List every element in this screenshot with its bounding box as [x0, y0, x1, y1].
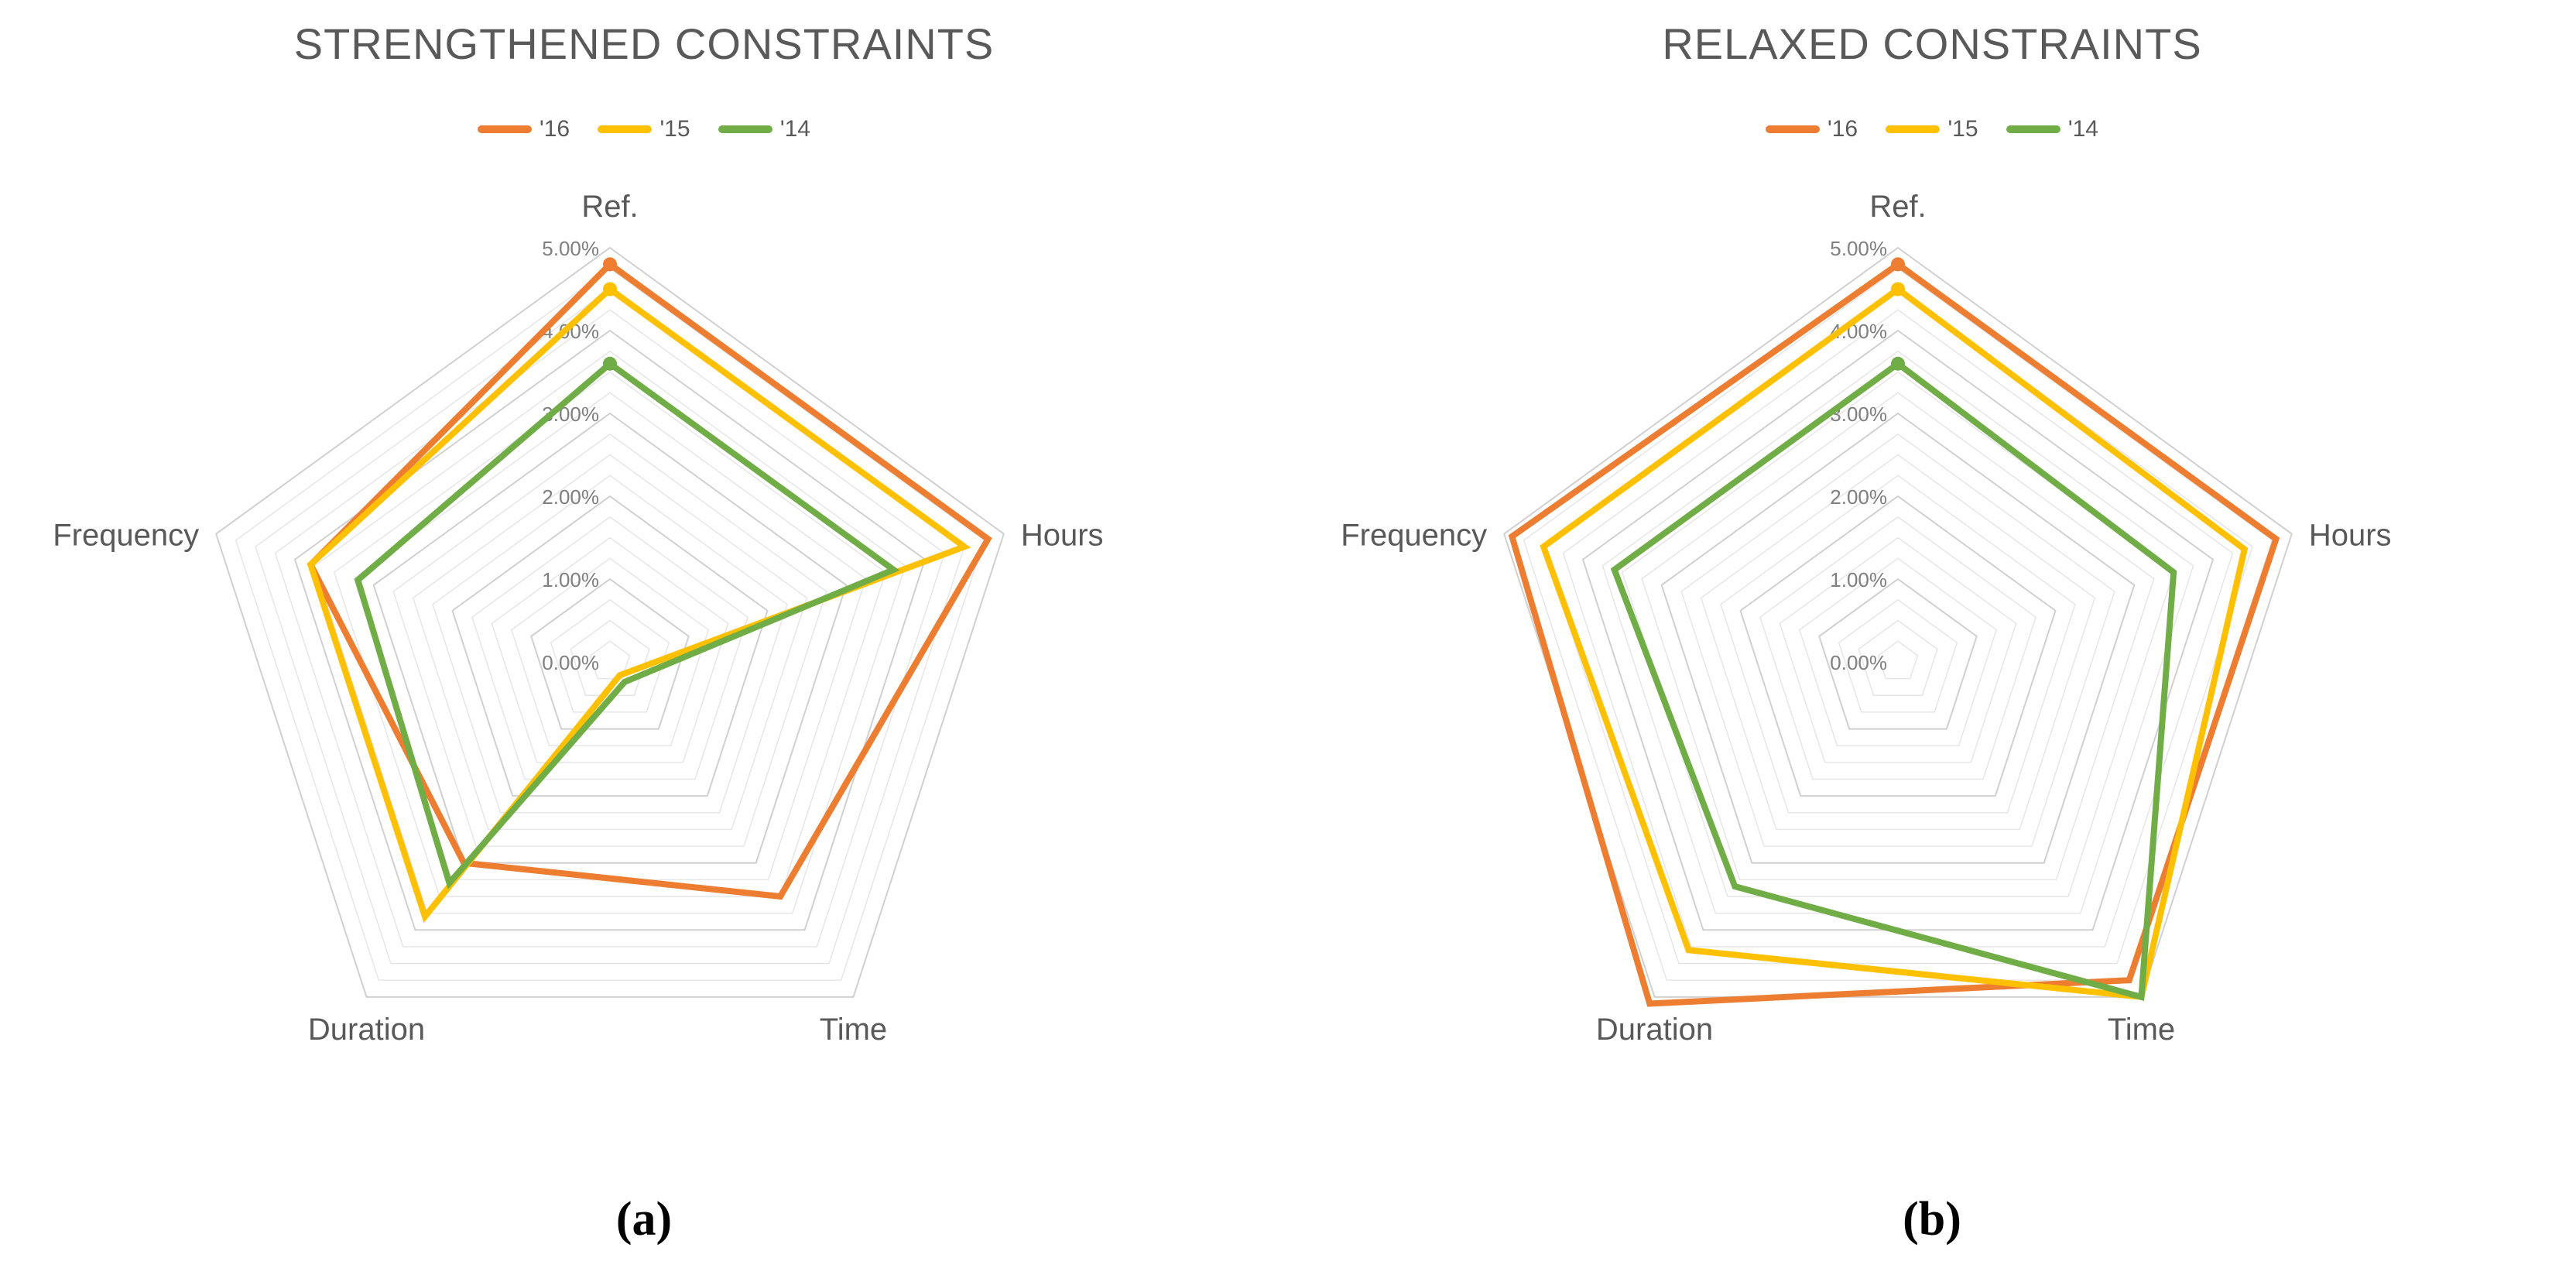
tick-label: 5.00% — [542, 237, 599, 260]
legend-swatch — [1765, 125, 1820, 133]
grid-ring — [589, 640, 631, 680]
grid-ring — [1700, 454, 2096, 831]
grid-ring — [235, 267, 985, 981]
grid-ring — [1601, 350, 2194, 914]
panel-label-b: (b) — [1288, 1192, 2576, 1247]
legend-item-15: '15 — [598, 115, 690, 142]
axis-labels: Ref. Hours Time Duration Frequency — [1341, 190, 2391, 1047]
radar-grid — [1503, 246, 2293, 998]
grid-ring — [1720, 475, 2076, 814]
grid-ring — [451, 495, 769, 797]
legend-label: '16 — [1827, 115, 1858, 142]
legend-swatch — [1886, 125, 1941, 133]
tick-labels: 0.00%1.00%2.00%3.00%4.00%5.00% — [1830, 237, 1887, 674]
grid-ring — [1759, 516, 2036, 780]
grid-ring — [313, 350, 906, 914]
legend: '16 '15 '14 — [1288, 115, 2576, 142]
series-line-15 — [1540, 285, 2249, 1001]
legend-label: '15 — [659, 115, 690, 142]
tick-labels: 0.00%1.00%2.00%3.00%4.00%5.00% — [542, 237, 599, 674]
grid-ring — [353, 392, 867, 881]
radar-chart-strengthened: 0.00%1.00%2.00%3.00%4.00%5.00%Ref.HoursT… — [53, 190, 1103, 1047]
grid-ring — [471, 516, 748, 780]
axis-labels: Ref. Hours Time Duration Frequency — [53, 190, 1103, 1047]
legend-item-14: '14 — [2006, 115, 2098, 142]
axis-label-duration: Duration — [1596, 1013, 1713, 1047]
chart-title: RELAXED CONSTRAINTS — [1662, 19, 2202, 68]
grid-ring — [293, 329, 927, 931]
legend-swatch — [598, 125, 653, 133]
panel-label-text: (b) — [1903, 1193, 1961, 1246]
grid-ring — [1641, 392, 2155, 881]
grid-ring — [1523, 267, 2273, 981]
grid-ring — [510, 557, 710, 746]
tick-label: 0.00% — [542, 651, 599, 674]
tick-label: 1.00% — [542, 568, 599, 591]
legend-label: '16 — [539, 115, 570, 142]
grid-ring — [1818, 578, 1978, 730]
legend: '16 '15 '14 — [0, 115, 1288, 142]
axis-label-hours: Hours — [1021, 519, 1104, 553]
grid-ring — [530, 578, 690, 730]
series-marker-15 — [603, 282, 617, 296]
grid-ring — [392, 433, 827, 847]
grid-ring — [1858, 619, 1938, 697]
grid-ring — [1798, 557, 1998, 746]
legend-swatch — [718, 125, 772, 133]
grid-ring — [1877, 640, 1919, 680]
axis-label-frequency: Frequency — [53, 519, 199, 553]
grid-ring — [372, 412, 848, 864]
axis-label-time: Time — [820, 1013, 887, 1047]
grid-ring — [432, 475, 788, 814]
tick-label: 1.00% — [1830, 568, 1887, 591]
grid-ring — [550, 598, 670, 713]
axis-label-time: Time — [2108, 1013, 2175, 1047]
grid-ring — [1503, 246, 2293, 998]
legend-item-16: '16 — [1765, 115, 1858, 142]
tick-label: 2.00% — [1830, 485, 1887, 509]
grid-ring — [215, 246, 1005, 998]
panel-b: RELAXED CONSTRAINTS '16 '15 '14 0.00% 1.0… — [1288, 0, 2576, 1275]
legend-swatch — [477, 125, 532, 133]
axis-label-ref: Ref. — [581, 190, 638, 224]
axis-label-duration: Duration — [308, 1013, 425, 1047]
legend-label: '14 — [779, 115, 810, 142]
chart-title: STRENGTHENED CONSTRAINTS — [293, 19, 995, 68]
series-marker-16 — [1891, 257, 1905, 272]
panel-a: STRENGTHENED CONSTRAINTS '16 '15 '14 0.0… — [0, 19, 1288, 1247]
series-marker-15 — [1891, 282, 1905, 296]
legend-swatch — [2006, 125, 2060, 133]
series-marker-14 — [603, 356, 617, 371]
axis-label-hours: Hours — [2309, 519, 2392, 553]
panel-label-text: (a) — [615, 1193, 673, 1246]
axis-label-frequency: Frequency — [1341, 519, 1487, 553]
series-line-16 — [1508, 260, 2280, 1007]
grid-ring — [1739, 495, 2057, 797]
series-marker-16 — [603, 257, 617, 272]
tick-label: 5.00% — [1830, 237, 1887, 260]
grid-ring — [412, 454, 808, 831]
grid-ring — [491, 536, 729, 763]
tick-label: 0.00% — [1830, 651, 1887, 674]
grid-ring — [1660, 412, 2136, 864]
tick-label: 2.00% — [542, 485, 599, 509]
legend-label: '15 — [1947, 115, 1978, 142]
radar-chart-relaxed: 0.00%1.00%2.00%3.00%4.00%5.00%Ref.HoursT… — [1341, 190, 2391, 1047]
grid-ring — [1779, 536, 2017, 763]
grid-ring — [274, 309, 946, 948]
series-line-14 — [354, 359, 900, 889]
grid-ring — [1680, 433, 2115, 847]
panel-label-a: (a) — [0, 1192, 1288, 1247]
legend-item-15: '15 — [1886, 115, 1978, 142]
axis-label-ref: Ref. — [1869, 190, 1926, 224]
grid-ring — [333, 371, 887, 897]
series-marker-14 — [1891, 356, 1905, 371]
grid-ring — [1838, 598, 1958, 713]
legend-item-14: '14 — [718, 115, 810, 142]
grid-ring — [1562, 309, 2234, 948]
legend-item-16: '16 — [477, 115, 570, 142]
legend-label: '14 — [2067, 115, 2098, 142]
series-line-14 — [1610, 359, 2177, 1001]
